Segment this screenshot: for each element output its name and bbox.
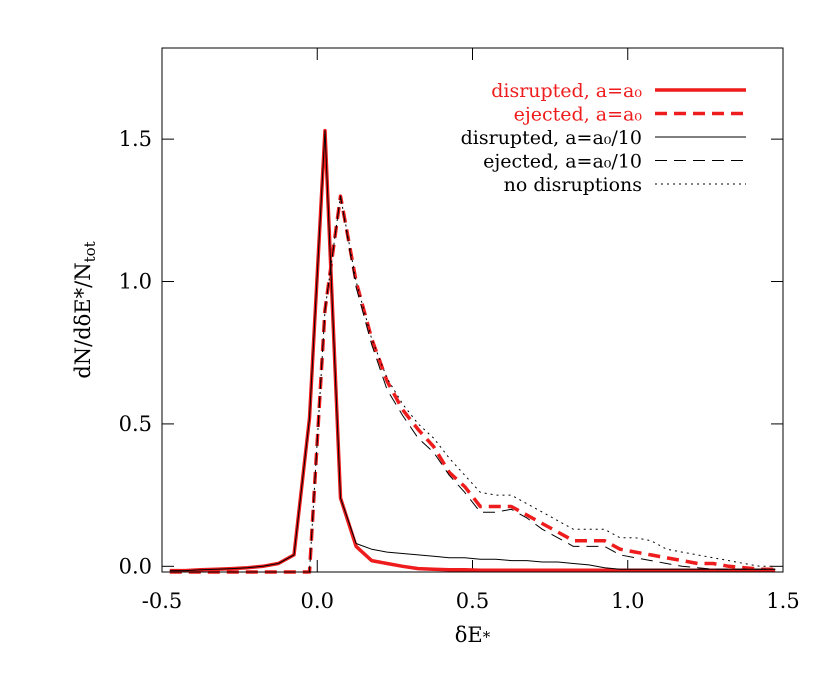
y-tick-label: 1.0	[119, 270, 152, 294]
y-tick-label: 0.0	[119, 554, 152, 578]
y-axis-label-sub: tot	[81, 241, 99, 262]
x-axis-label-main: δE	[455, 623, 483, 647]
legend-label: disrupted, a=a₀	[491, 80, 642, 102]
legend-label: ejected, a=a₀	[514, 104, 643, 126]
plot-frame	[161, 47, 784, 573]
x-axis-label-sub: *	[483, 628, 491, 646]
y-axis-label-main: dN/dδE*/N	[71, 262, 95, 378]
x-tick-label: 1.5	[766, 589, 799, 613]
x-axis-label: δE*	[455, 623, 491, 647]
y-tick-label: 1.5	[119, 127, 152, 151]
y-tick-label: 0.5	[119, 412, 152, 436]
legend-label: disrupted, a=a₀/10	[461, 127, 642, 149]
x-tick-label: 1.0	[611, 589, 644, 613]
series-line	[169, 130, 776, 572]
y-axis-label: dN/dδE*/Ntot	[71, 241, 99, 378]
x-tick-label: 0.5	[456, 589, 489, 613]
legend-label: ejected, a=a₀/10	[483, 151, 642, 173]
series-line	[169, 195, 776, 573]
legend-label: no disruptions	[504, 174, 642, 196]
x-tick-label: 0.0	[301, 589, 334, 613]
x-tick-label: -0.5	[142, 589, 183, 613]
